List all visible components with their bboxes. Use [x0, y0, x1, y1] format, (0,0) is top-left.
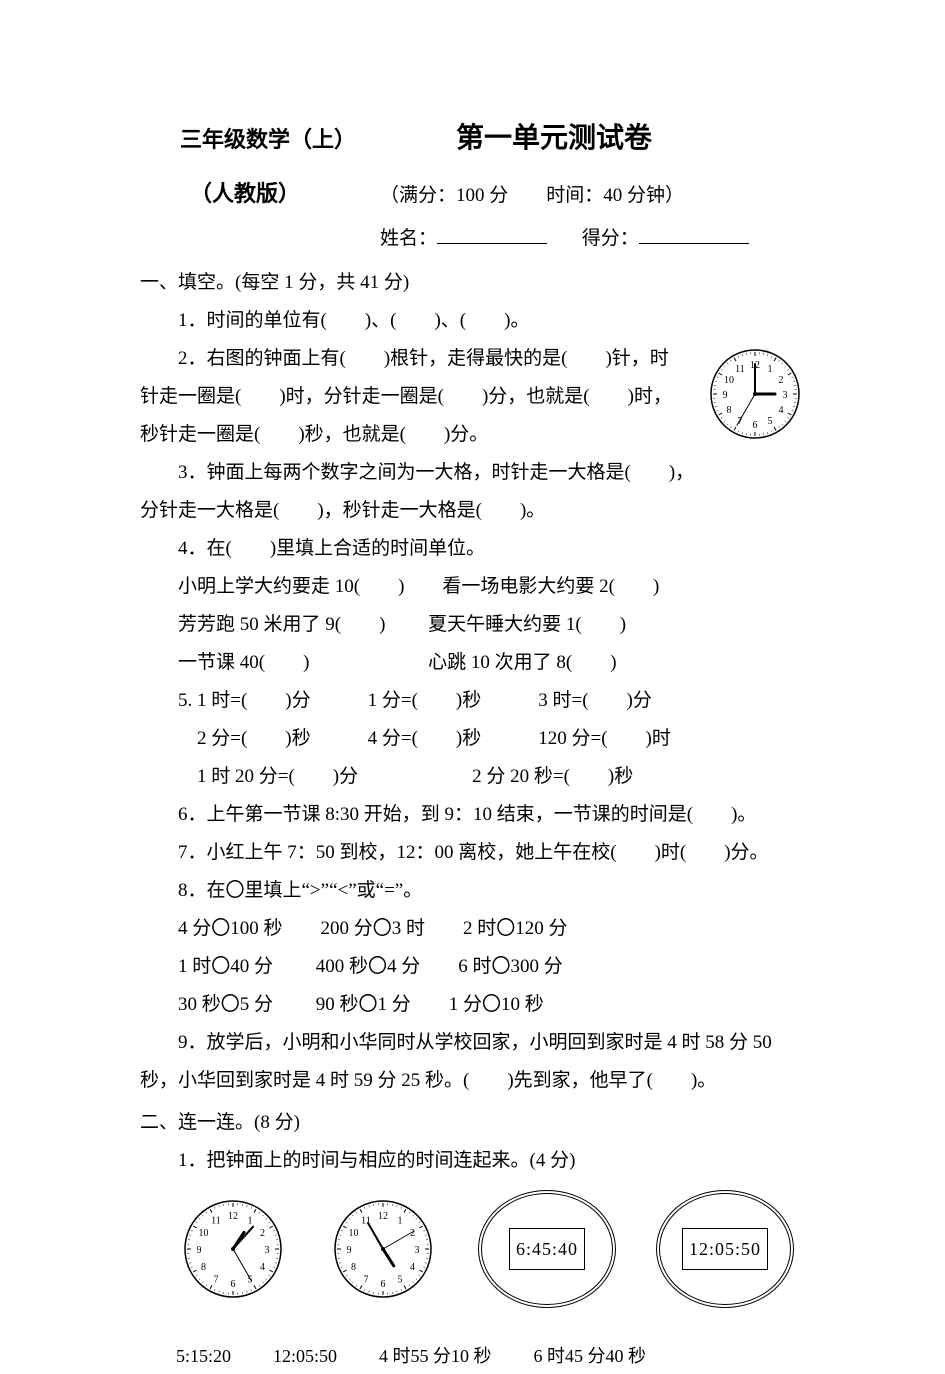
svg-text:9: 9 — [723, 390, 728, 401]
q9-line2: 秒，小华回到家时是 4 时 59 分 25 秒。( )先到家，他早了( )。 — [140, 1062, 805, 1100]
page-title: 第一单元测试卷 — [456, 110, 652, 166]
score-label: 得分： — [582, 228, 639, 249]
svg-text:10: 10 — [349, 1228, 359, 1239]
svg-text:12: 12 — [228, 1211, 238, 1222]
score-blank — [639, 224, 749, 244]
analog-clock-1: 123456789101112 — [178, 1194, 288, 1304]
q8: 8．在〇里填上“>”“<”或“=”。 — [140, 872, 805, 910]
q4-row1: 小明上学大约要走 10( ) 看一场电影大约要 2( ) — [178, 568, 805, 606]
digital-clock-4: 12:05:50 — [656, 1190, 794, 1308]
svg-text:4: 4 — [260, 1262, 265, 1273]
analog-clock-2: 123456789101112 — [328, 1194, 438, 1304]
edition-label: （人教版） — [190, 172, 300, 216]
svg-text:5: 5 — [768, 416, 773, 427]
svg-text:12: 12 — [378, 1211, 388, 1222]
name-label: 姓名： — [380, 228, 437, 249]
svg-text:1: 1 — [768, 364, 773, 375]
time-option-4: 6 时45 分40 秒 — [534, 1338, 647, 1374]
q2-clock: 123456789101112 — [705, 344, 805, 458]
time-option-3: 4 时55 分10 秒 — [379, 1338, 492, 1374]
time-option-1: 5:15:20 — [176, 1338, 231, 1374]
svg-text:8: 8 — [351, 1262, 356, 1273]
clock-row: 1234567891011121234567891011126:45:4012:… — [178, 1190, 805, 1308]
q4-row2: 芳芳跑 50 米用了 9( ) 夏天午睡大约要 1( ) — [178, 606, 805, 644]
section2-heading: 二、连一连。(8 分) — [140, 1104, 805, 1142]
section1-heading: 一、填空。(每空 1 分，共 41 分) — [140, 264, 805, 302]
svg-text:3: 3 — [265, 1245, 270, 1256]
s2-q1: 1．把钟面上的时间与相应的时间连起来。(4 分) — [140, 1142, 805, 1180]
svg-text:6: 6 — [381, 1279, 386, 1290]
svg-text:9: 9 — [347, 1245, 352, 1256]
svg-text:8: 8 — [727, 405, 732, 416]
svg-text:4: 4 — [778, 405, 783, 416]
q5-row1: 5. 1 时=( )分 1 分=( )秒 3 时=( )分 — [140, 682, 805, 720]
svg-text:1: 1 — [248, 1216, 253, 1227]
svg-text:2: 2 — [260, 1228, 265, 1239]
q1: 1．时间的单位有( )、( )、( )。 — [140, 302, 805, 340]
svg-text:2: 2 — [778, 375, 783, 386]
svg-text:9: 9 — [197, 1245, 202, 1256]
svg-text:7: 7 — [214, 1274, 219, 1285]
svg-text:5: 5 — [398, 1274, 403, 1285]
q4-row3: 一节课 40( ) 心跳 10 次用了 8( ) — [178, 644, 805, 682]
svg-text:4: 4 — [410, 1262, 415, 1273]
exam-meta: （满分：100 分 时间：40 分钟） — [380, 177, 684, 215]
svg-text:3: 3 — [415, 1245, 420, 1256]
q7: 7．小红上午 7：50 到校，12：00 离校，她上午在校( )时( )分。 — [140, 834, 805, 872]
time-option-2: 12:05:50 — [273, 1338, 337, 1374]
svg-text:10: 10 — [199, 1228, 209, 1239]
q3-line1: 3．钟面上每两个数字之间为一大格，时针走一大格是( )， — [140, 454, 805, 492]
subject-label: 三年级数学（上） — [180, 118, 356, 162]
svg-text:11: 11 — [735, 364, 745, 375]
q8-row2: 1 时〇40 分 400 秒〇4 分 6 时〇300 分 — [178, 948, 805, 986]
name-blank — [437, 224, 547, 244]
svg-text:6: 6 — [231, 1279, 236, 1290]
q5-row3: 1 时 20 分=( )分 2 分 20 秒=( )秒 — [197, 758, 805, 796]
svg-text:6: 6 — [753, 420, 758, 431]
svg-text:11: 11 — [211, 1216, 221, 1227]
svg-text:7: 7 — [364, 1274, 369, 1285]
svg-text:3: 3 — [783, 390, 788, 401]
times-row: 5:15:20 12:05:50 4 时55 分10 秒 6 时45 分40 秒 — [176, 1338, 805, 1374]
q8-row1: 4 分〇100 秒 200 分〇3 时 2 时〇120 分 — [178, 910, 805, 948]
svg-text:8: 8 — [201, 1262, 206, 1273]
q5-row2: 2 分=( )秒 4 分=( )秒 120 分=( )时 — [197, 720, 805, 758]
q9-line1: 9．放学后，小明和小华同时从学校回家，小明回到家时是 4 时 58 分 50 — [140, 1024, 805, 1062]
q8-row3: 30 秒〇5 分 90 秒〇1 分 1 分〇10 秒 — [178, 986, 805, 1024]
svg-text:10: 10 — [724, 375, 734, 386]
digital-clock-3: 6:45:40 — [478, 1190, 616, 1308]
q6: 6．上午第一节课 8:30 开始，到 9：10 结束，一节课的时间是( )。 — [140, 796, 805, 834]
svg-text:1: 1 — [398, 1216, 403, 1227]
q4: 4．在( )里填上合适的时间单位。 — [140, 530, 805, 568]
q3-line2: 分针走一大格是( )，秒针走一大格是( )。 — [140, 492, 805, 530]
